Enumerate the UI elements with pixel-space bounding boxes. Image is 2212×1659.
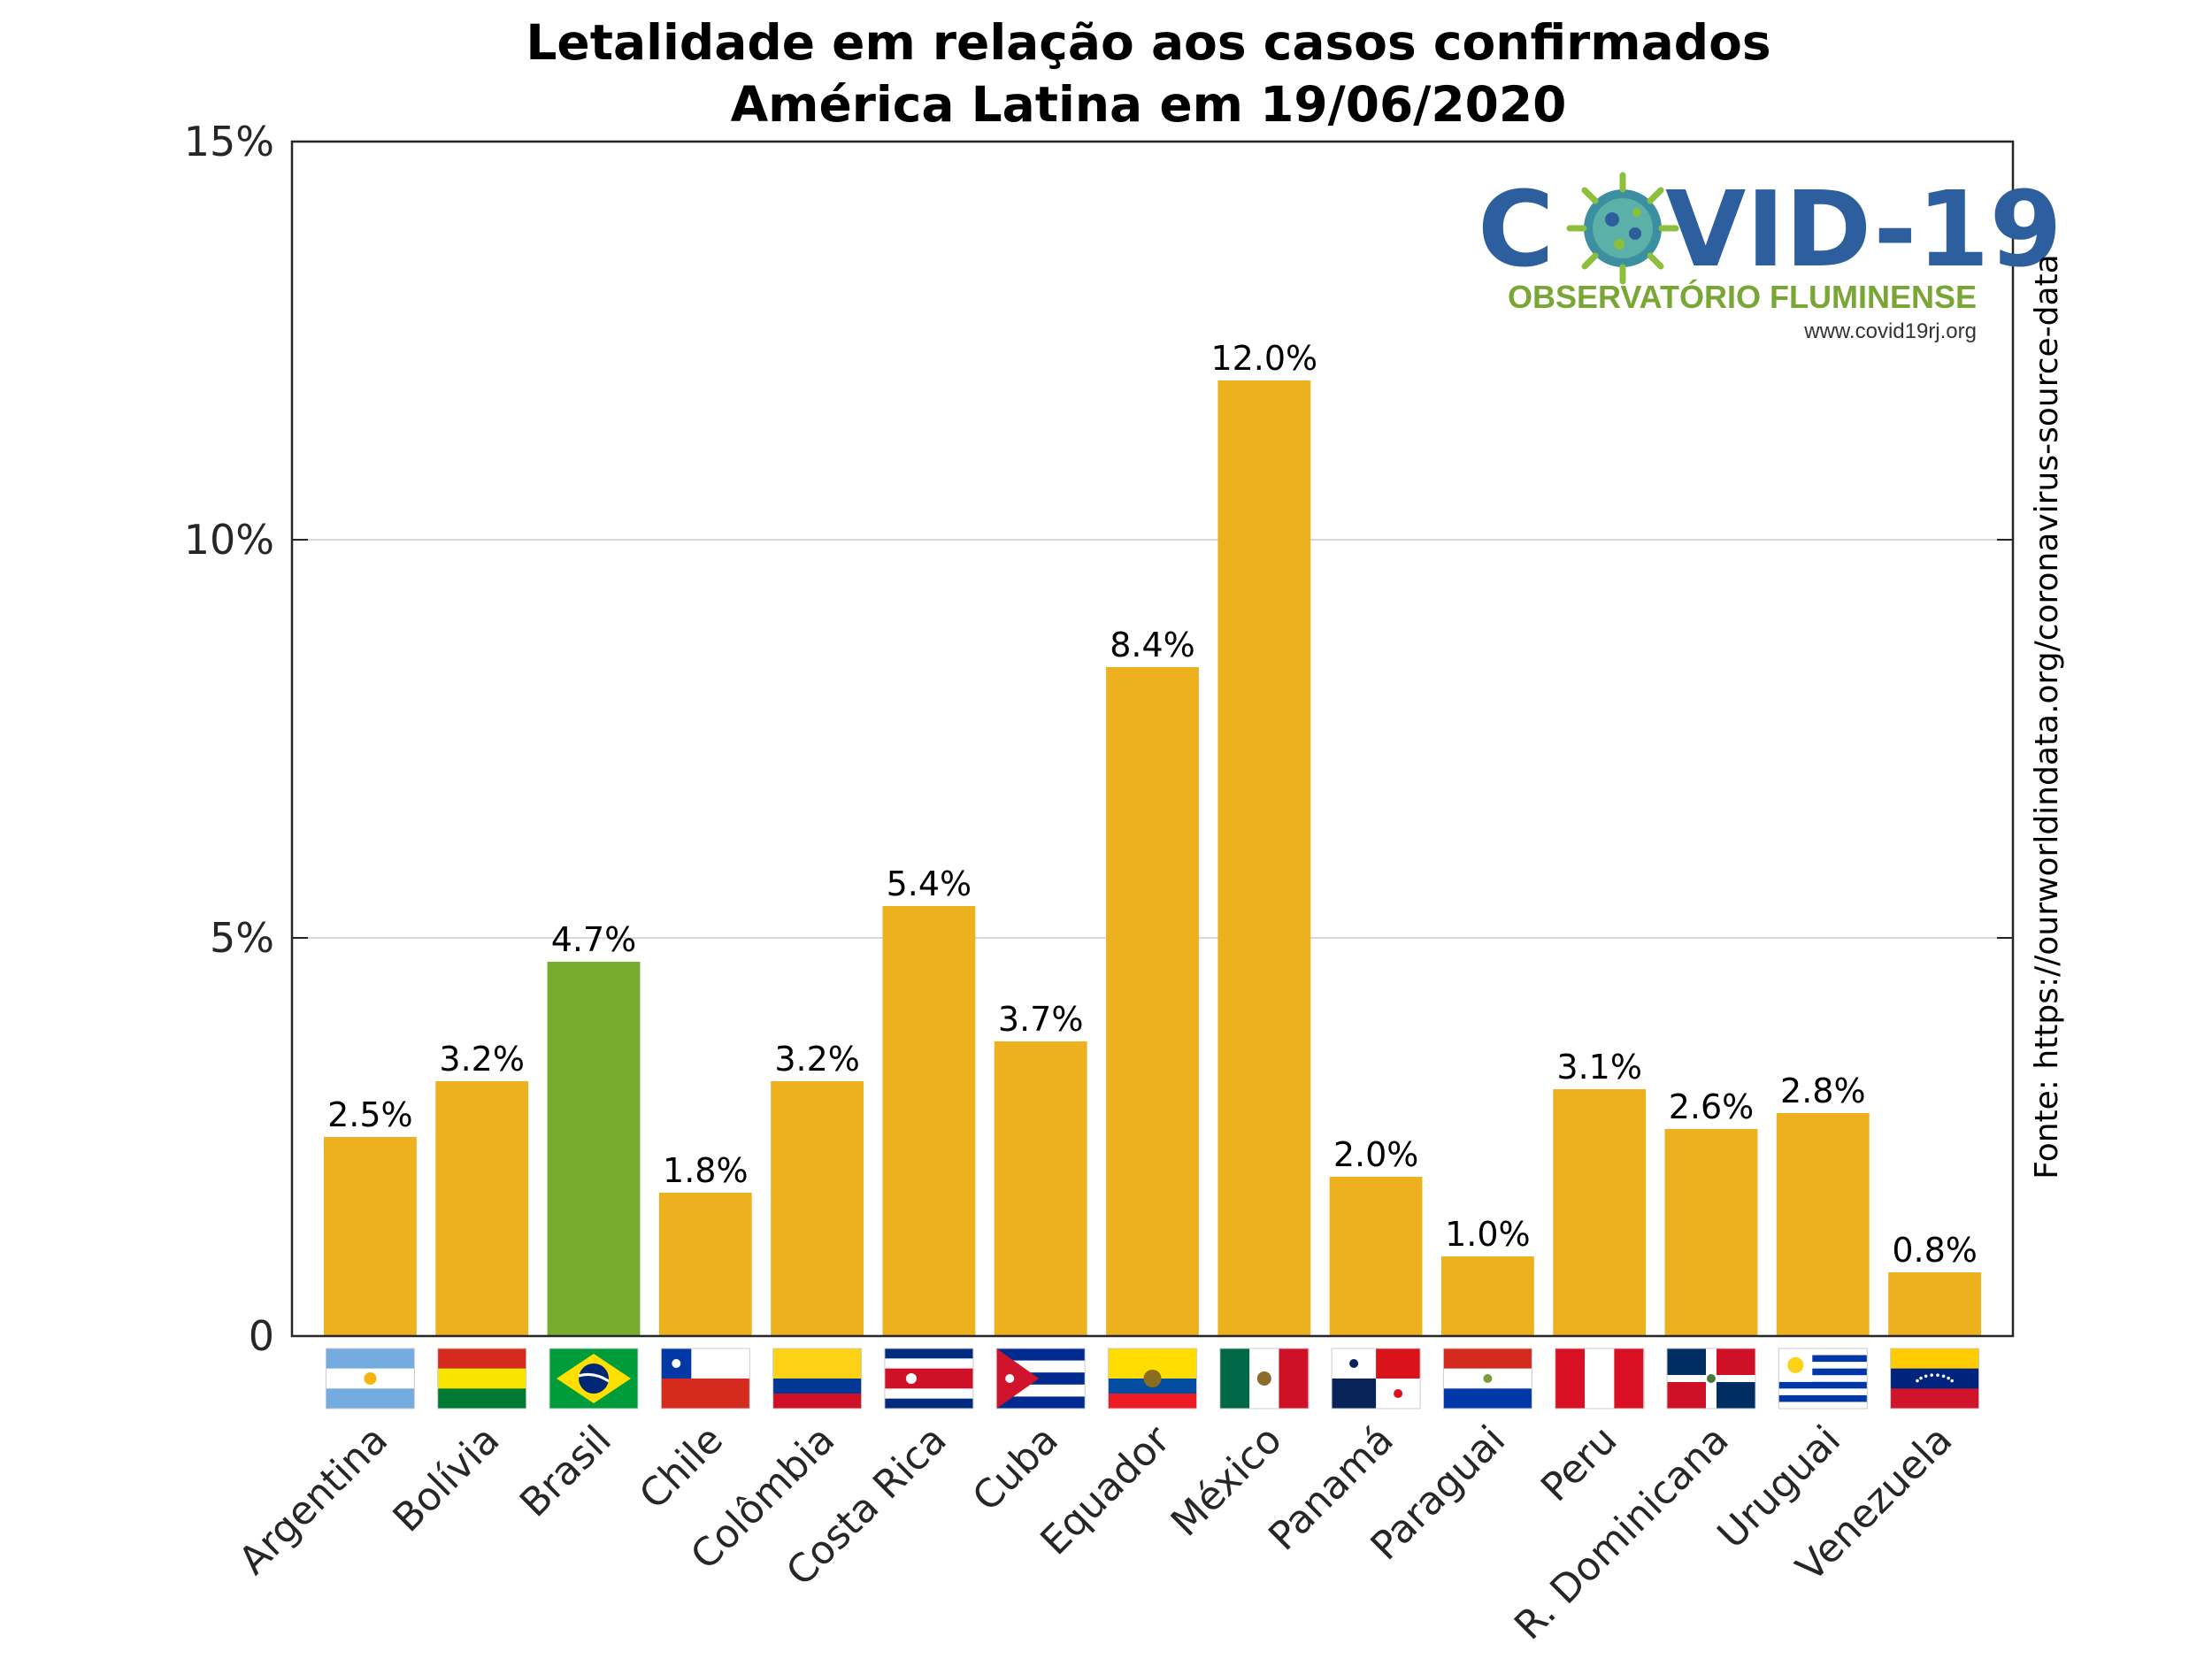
- data-label: 12.0%: [1210, 339, 1317, 378]
- data-label: 4.7%: [551, 920, 637, 959]
- y-tick-label: 0: [249, 1312, 274, 1360]
- bar[interactable]: [547, 962, 641, 1336]
- data-label: 3.2%: [439, 1040, 525, 1079]
- covid-logo: C VID-19 OBSERVATÓRIO FLUMINENSE www.cov…: [1478, 168, 2062, 343]
- bar[interactable]: [1553, 1089, 1647, 1336]
- chart-subtitle: América Latina em 19/06/2020: [731, 76, 1567, 133]
- data-label: 2.5%: [327, 1095, 413, 1134]
- bar[interactable]: [1106, 667, 1199, 1336]
- paraguai-flag-icon: [1442, 1348, 1532, 1409]
- logo-subtitle: OBSERVATÓRIO FLUMINENSE: [1508, 278, 1977, 315]
- data-label: 3.7%: [998, 1000, 1084, 1039]
- bar[interactable]: [1776, 1113, 1870, 1336]
- data-label: 3.1%: [1556, 1048, 1642, 1087]
- chart-title: Letalidade em relação aos casos confirma…: [526, 14, 1770, 71]
- x-tick-label: Cuba: [964, 1417, 1067, 1520]
- bar[interactable]: [323, 1137, 417, 1336]
- x-tick-label: Peru: [1532, 1417, 1625, 1510]
- data-label: 0.8%: [1892, 1231, 1978, 1270]
- costa-rica-flag-icon: [884, 1348, 974, 1409]
- data-label: 2.0%: [1333, 1135, 1419, 1174]
- x-tick-label: Argentina: [230, 1417, 396, 1584]
- bar[interactable]: [1888, 1272, 1982, 1336]
- x-tick-label: Brasil: [511, 1417, 620, 1526]
- data-label: 1.0%: [1445, 1215, 1531, 1254]
- logo-title-left: C: [1478, 168, 1555, 290]
- source-note: Fonte: https://ourworldindata.org/corona…: [2029, 254, 2065, 1179]
- bar[interactable]: [435, 1081, 529, 1336]
- argentina-flag-icon: [325, 1348, 415, 1409]
- chile-flag-icon: [660, 1348, 750, 1409]
- peru-flag-icon: [1555, 1348, 1645, 1409]
- data-label: 3.2%: [774, 1040, 860, 1079]
- bar[interactable]: [1664, 1129, 1758, 1336]
- venezuela-flag-icon: [1890, 1348, 1980, 1409]
- bar[interactable]: [882, 906, 976, 1336]
- logo-title-right: VID-19: [1665, 168, 2062, 290]
- bar[interactable]: [771, 1081, 864, 1336]
- bar[interactable]: [658, 1193, 752, 1336]
- republica-dominicana-flag-icon: [1666, 1348, 1756, 1409]
- bars-layer: [323, 380, 1982, 1336]
- flags-layer: [325, 1348, 1980, 1409]
- data-label: 2.8%: [1780, 1071, 1866, 1110]
- logo-url: www.covid19rj.org: [1803, 319, 1977, 343]
- data-label: 5.4%: [887, 864, 972, 903]
- panama-flag-icon: [1331, 1348, 1421, 1409]
- axis-layer: 0 5% 10% 15%: [184, 118, 2015, 1360]
- data-label: 8.4%: [1110, 626, 1195, 664]
- bar[interactable]: [1217, 380, 1311, 1336]
- chart-title-group: Letalidade em relação aos casos confirma…: [526, 14, 1770, 133]
- equador-flag-icon: [1108, 1348, 1197, 1409]
- plot-frame: [290, 140, 2015, 1338]
- x-tick-label: Bolívia: [385, 1417, 509, 1541]
- colombia-flag-icon: [772, 1348, 863, 1409]
- bar[interactable]: [1329, 1177, 1423, 1336]
- mexico-flag-icon: [1219, 1348, 1310, 1409]
- y-tick-label: 15%: [184, 118, 274, 165]
- virus-icon: [1566, 172, 1679, 285]
- bar[interactable]: [994, 1041, 1087, 1336]
- data-label: 1.8%: [663, 1151, 749, 1190]
- cuba-flag-icon: [995, 1348, 1086, 1409]
- uruguai-flag-icon: [1778, 1348, 1868, 1409]
- brasil-flag-icon: [549, 1348, 639, 1409]
- y-tick-label: 5%: [210, 914, 274, 962]
- x-tick-label: Chile: [631, 1417, 732, 1518]
- bolivia-flag-icon: [437, 1348, 527, 1409]
- labels-layer: 2.5% Argentina 3.2% Bolívia 4.7% Brasil 1.8% Ch…: [230, 339, 1978, 1648]
- y-tick-label: 10%: [184, 516, 274, 564]
- bar[interactable]: [1440, 1256, 1534, 1336]
- data-label: 2.6%: [1669, 1087, 1755, 1126]
